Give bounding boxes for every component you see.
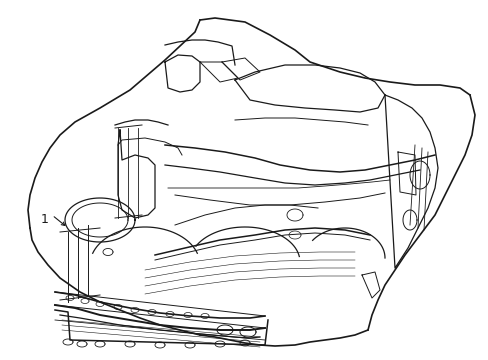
Text: 1: 1 — [41, 213, 49, 226]
